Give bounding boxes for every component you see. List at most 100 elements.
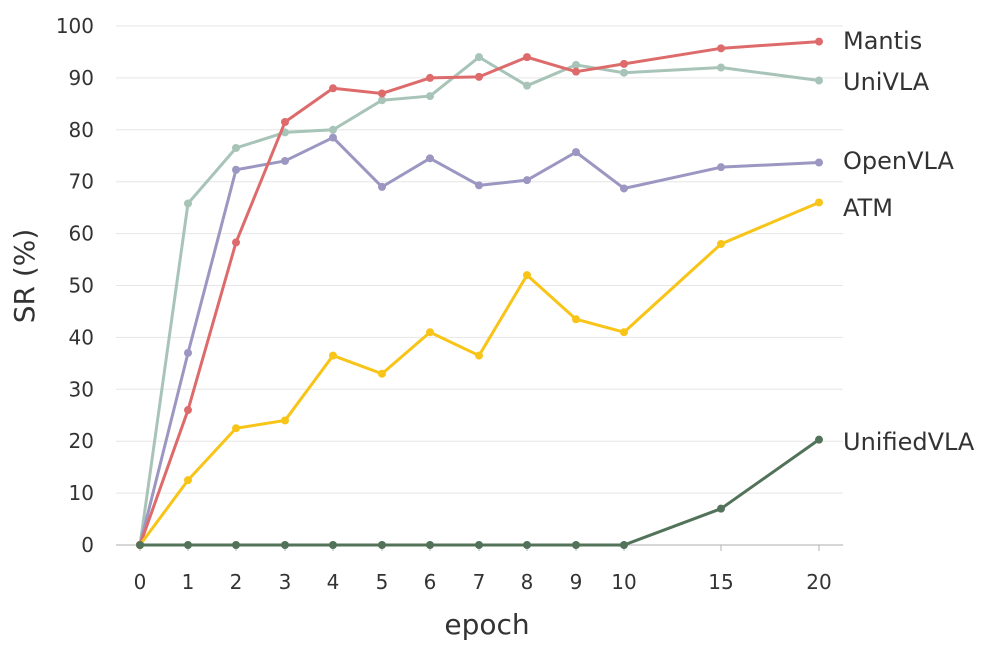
x-tick-label: 2 — [230, 570, 243, 594]
data-point — [232, 424, 240, 433]
data-point — [426, 92, 434, 101]
data-point — [717, 44, 725, 53]
series-unifiedvla — [136, 435, 823, 549]
series-label: UniVLA — [843, 68, 930, 96]
data-point — [815, 435, 823, 444]
y-axis-ticks: 0 10 20 30 40 50 60 70 80 90 100 — [56, 14, 94, 557]
data-point — [281, 118, 289, 127]
data-point — [620, 59, 628, 68]
data-point — [281, 541, 289, 549]
y-tick-label: 30 — [69, 377, 94, 401]
data-point — [523, 53, 531, 62]
x-tick-label: 15 — [708, 570, 733, 594]
series-line — [138, 200, 821, 547]
y-tick-label: 70 — [69, 170, 94, 194]
data-point — [475, 72, 483, 81]
data-point — [620, 541, 628, 549]
data-point — [717, 504, 725, 513]
data-point — [717, 239, 725, 248]
data-point — [620, 184, 628, 193]
data-point — [232, 165, 240, 174]
data-point — [572, 541, 580, 549]
series-line — [138, 40, 821, 547]
data-point — [572, 315, 580, 324]
x-tick-label: 9 — [570, 570, 583, 594]
data-point — [523, 81, 531, 90]
grid — [116, 25, 843, 494]
y-tick-label: 60 — [69, 222, 94, 246]
data-point — [815, 158, 823, 167]
data-point — [232, 541, 240, 549]
data-point — [184, 406, 192, 415]
y-tick-label: 80 — [69, 118, 94, 142]
series-atm — [136, 198, 823, 549]
data-point — [815, 76, 823, 85]
series-mantis — [136, 37, 823, 549]
y-tick-label: 0 — [81, 533, 94, 557]
data-point — [475, 181, 483, 190]
y-tick-label: 10 — [69, 481, 94, 505]
series-label: Mantis — [843, 27, 922, 55]
data-point — [572, 67, 580, 76]
data-point — [329, 84, 337, 93]
data-point — [523, 541, 531, 549]
series-label: UnifiedVLA — [843, 428, 975, 456]
data-point — [426, 154, 434, 163]
data-point — [815, 198, 823, 207]
x-axis-title: epoch — [444, 608, 529, 641]
data-point — [281, 416, 289, 425]
series-line — [138, 136, 821, 547]
x-tick-label: 4 — [327, 570, 340, 594]
data-point — [184, 348, 192, 357]
data-point — [572, 60, 580, 69]
data-point — [475, 351, 483, 360]
x-tick-label: 20 — [806, 570, 831, 594]
data-point — [329, 351, 337, 360]
series-labels: UniVLA OpenVLA Mantis ATM UnifiedVLA — [843, 27, 975, 456]
series-label: ATM — [843, 194, 893, 222]
data-point — [281, 156, 289, 165]
data-point — [378, 89, 386, 98]
data-point — [378, 96, 386, 105]
y-tick-label: 40 — [69, 325, 94, 349]
data-point — [475, 541, 483, 549]
data-point — [184, 541, 192, 549]
x-tick-label: 3 — [279, 570, 292, 594]
data-point — [620, 328, 628, 337]
y-tick-label: 90 — [69, 66, 94, 90]
x-tick-label: 10 — [611, 570, 636, 594]
data-point — [378, 182, 386, 191]
data-point — [329, 541, 337, 549]
data-point — [815, 37, 823, 46]
data-point — [378, 541, 386, 549]
x-tick-label: 6 — [424, 570, 437, 594]
data-point — [523, 271, 531, 280]
data-point — [184, 476, 192, 485]
data-point — [232, 238, 240, 247]
x-axis-ticks: 0 1 2 3 4 5 6 7 8 9 10 15 20 — [134, 545, 832, 594]
x-tick-label: 7 — [473, 570, 486, 594]
y-axis-title: SR (%) — [8, 229, 41, 324]
data-point — [378, 369, 386, 378]
data-point — [717, 63, 725, 72]
data-point — [426, 328, 434, 337]
y-tick-label: 100 — [56, 14, 94, 38]
data-point — [523, 176, 531, 185]
x-tick-label: 5 — [376, 570, 389, 594]
data-point — [426, 73, 434, 82]
series-univla — [136, 53, 823, 549]
y-tick-label: 20 — [69, 429, 94, 453]
data-point — [136, 541, 144, 549]
series-openvla — [136, 133, 823, 549]
data-point — [620, 68, 628, 77]
data-point — [232, 143, 240, 152]
series-label: OpenVLA — [843, 147, 954, 175]
y-tick-label: 50 — [69, 274, 94, 298]
x-tick-label: 1 — [182, 570, 195, 594]
data-point — [426, 541, 434, 549]
data-point — [572, 148, 580, 157]
data-point — [475, 53, 483, 62]
x-tick-label: 0 — [134, 570, 147, 594]
data-point — [184, 199, 192, 208]
